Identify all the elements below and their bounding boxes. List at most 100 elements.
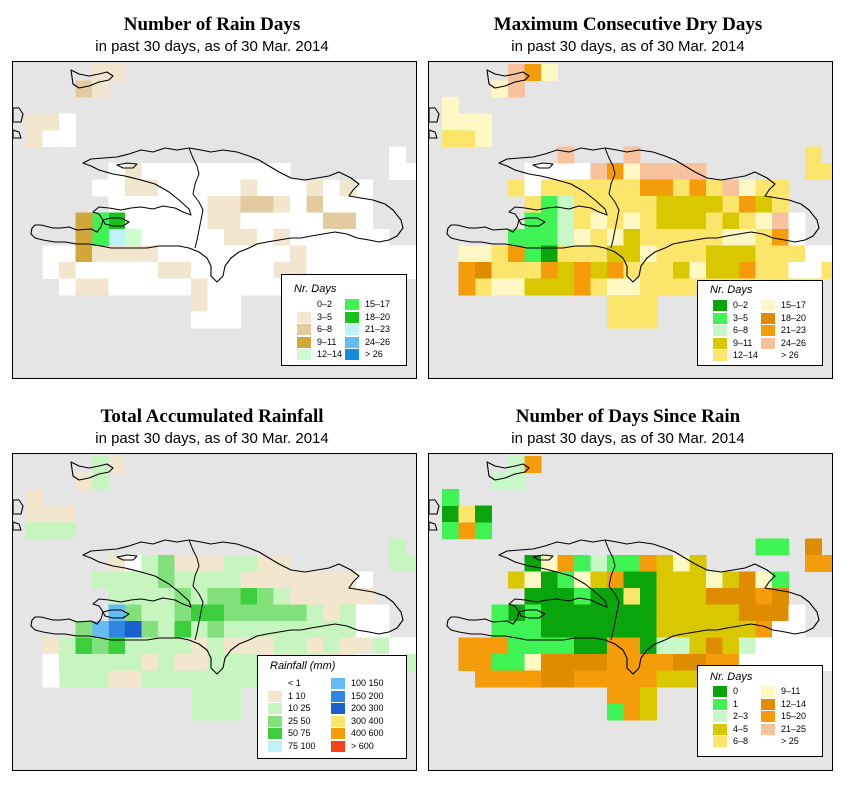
grid-cell xyxy=(59,130,76,147)
grid-cell xyxy=(158,571,175,589)
grid-cell xyxy=(755,179,773,197)
grid-cell xyxy=(191,278,208,296)
grid-cell xyxy=(623,588,641,605)
grid-cell xyxy=(92,654,109,671)
grid-cell xyxy=(257,555,274,572)
legend-label: 15–17 xyxy=(365,299,391,309)
legend-swatch xyxy=(713,312,727,324)
grid-cell xyxy=(75,637,93,655)
legend-swatch xyxy=(713,711,727,722)
grid-cell xyxy=(442,113,459,131)
legend-label: 15–17 xyxy=(781,300,807,310)
grid-cell xyxy=(273,212,291,230)
legend-label: 6–8 xyxy=(317,324,333,334)
legend-swatch xyxy=(331,678,345,689)
grid-cell xyxy=(141,588,159,605)
grid-cell xyxy=(306,571,324,589)
legend-label: 400 600 xyxy=(351,728,384,738)
grid-cell xyxy=(141,654,159,671)
legend-swatch xyxy=(268,715,282,727)
grid-cell xyxy=(207,262,225,279)
grid-cell xyxy=(491,80,509,98)
grid-cell xyxy=(158,163,175,180)
legend-label: 150 200 xyxy=(351,690,384,701)
grid-cell xyxy=(191,687,208,704)
grid-cell xyxy=(240,555,258,572)
grid-cell xyxy=(224,703,241,721)
grid-cell xyxy=(158,196,175,213)
grid-cell xyxy=(125,163,142,180)
grid-cell xyxy=(590,637,608,655)
grid-cell xyxy=(323,637,340,655)
grid-cell xyxy=(821,163,832,180)
grid-cell xyxy=(125,670,142,688)
legend-swatch xyxy=(297,349,311,360)
grid-cell xyxy=(656,163,674,180)
grid-cell xyxy=(772,245,789,263)
grid-cell xyxy=(755,538,773,556)
grid-cell xyxy=(590,555,608,572)
grid-cell xyxy=(158,179,175,197)
grid-cell xyxy=(508,621,525,638)
grid-cell xyxy=(673,604,690,622)
grid-cell xyxy=(706,637,723,655)
grid-cell xyxy=(174,245,192,263)
grid-cell xyxy=(508,229,525,246)
grid-cell xyxy=(607,604,624,622)
grid-cell xyxy=(290,604,307,622)
grid-cell xyxy=(389,555,406,572)
grid-cell xyxy=(640,621,657,638)
grid-cell xyxy=(442,97,459,114)
grid-cell xyxy=(689,262,707,279)
grid-cell xyxy=(59,245,76,263)
grid-cell xyxy=(574,163,591,180)
grid-cell xyxy=(290,245,307,263)
grid-cell xyxy=(75,229,93,246)
grid-cell xyxy=(290,212,307,230)
grid-cell xyxy=(557,146,575,164)
grid-cell xyxy=(640,604,657,622)
grid-cell xyxy=(788,621,806,638)
grid-cell xyxy=(207,311,225,329)
grid-cell xyxy=(475,113,492,131)
legend-title: Rainfall (mm) xyxy=(270,660,336,672)
grid-cell xyxy=(257,163,274,180)
grid-cell xyxy=(656,555,674,572)
days-since-rain-legend: Nr. Days 0 1 2–3 4–5 6–8 9–11 12–14 15–20 21–25 >… xyxy=(697,665,823,757)
grid-cell xyxy=(356,637,373,655)
grid-cell xyxy=(590,229,608,246)
legend-label: 1 xyxy=(733,698,739,709)
grid-cell xyxy=(108,637,126,655)
grid-cell xyxy=(42,113,60,131)
grid-cell xyxy=(673,654,690,671)
grid-cell xyxy=(458,130,476,147)
grid-cell xyxy=(207,637,225,655)
grid-cell xyxy=(689,621,707,638)
legend-swatch xyxy=(331,728,345,739)
grid-cell xyxy=(323,621,340,638)
grid-cell xyxy=(108,179,126,197)
grid-cell xyxy=(26,113,43,131)
grid-cell xyxy=(524,179,542,197)
grid-cell xyxy=(607,588,624,605)
grid-cell xyxy=(191,311,208,329)
grid-cell xyxy=(125,604,142,622)
grid-cell xyxy=(722,604,740,622)
grid-cell xyxy=(673,179,690,197)
grid-cell xyxy=(574,637,591,655)
grid-cell xyxy=(557,637,575,655)
grid-cell xyxy=(92,179,109,197)
grid-cell xyxy=(821,262,832,279)
grid-cell xyxy=(475,245,492,263)
grid-cell xyxy=(158,245,175,263)
legend-swatch xyxy=(345,349,359,360)
grid-cell xyxy=(323,588,340,605)
grid-cell xyxy=(739,637,756,655)
grid-cell xyxy=(821,654,832,671)
grid-cell xyxy=(574,571,591,589)
grid-cell xyxy=(339,571,357,589)
legend-label: 6–8 xyxy=(733,325,749,335)
grid-cell xyxy=(640,262,657,279)
grid-cell xyxy=(607,245,624,263)
grid-cell xyxy=(339,179,357,197)
